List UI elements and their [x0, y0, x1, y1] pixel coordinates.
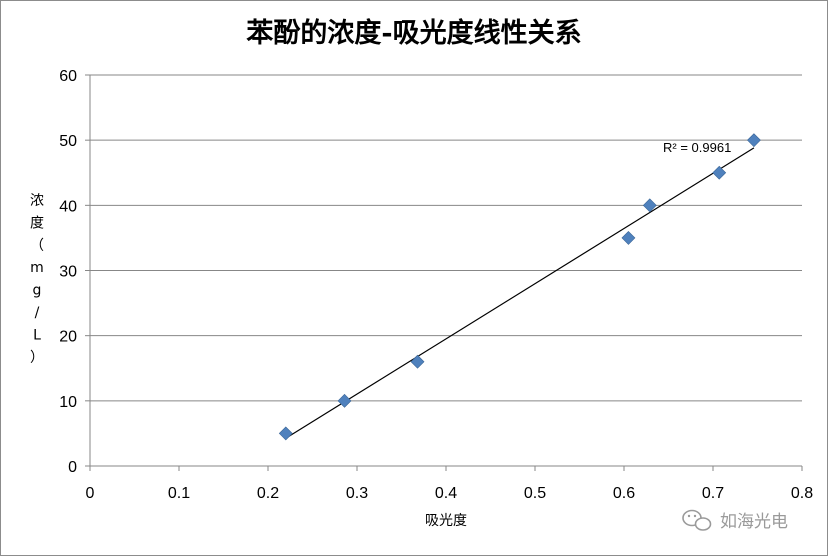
x-tick-label: 0.7 — [702, 485, 724, 502]
y-axis-label: 浓度 （ mg / L ） — [30, 193, 44, 366]
y-axis-label-char: 浓 — [30, 193, 44, 209]
y-axis-label-char: ） — [30, 350, 44, 366]
y-tick-labels: 0 10 20 30 40 50 60 — [59, 68, 77, 476]
y-axis-label-char: / — [35, 305, 40, 321]
y-axis-label-char: （ — [30, 238, 44, 254]
data-point — [337, 393, 352, 408]
y-axis-label-char: L — [33, 327, 41, 343]
trendline-layer — [285, 147, 755, 439]
x-tick-label: 0.6 — [613, 485, 635, 502]
data-point — [712, 165, 727, 180]
data-point — [621, 230, 636, 245]
chart-title: 苯酚的浓度-吸光度线性关系 — [245, 17, 581, 49]
data-point — [410, 354, 425, 369]
x-tick-labels: 0 0.1 0.2 0.3 0.4 0.5 0.6 0.7 0.8 — [86, 485, 814, 502]
y-tick-label: 20 — [59, 329, 77, 346]
data-point — [747, 133, 761, 148]
y-tick-label: 10 — [59, 394, 77, 411]
watermark-text: 如海光电 — [720, 512, 788, 532]
x-tick-label: 0.1 — [168, 485, 190, 502]
data-point — [278, 426, 293, 441]
y-axis-label-char: g — [33, 283, 42, 299]
y-tick-label: 40 — [59, 198, 77, 215]
y-tick-label: 30 — [59, 264, 77, 281]
trendline — [285, 147, 755, 439]
x-axis-label: 吸光度 — [425, 513, 467, 529]
x-tick-label: 0.2 — [257, 485, 279, 502]
data-point — [642, 198, 657, 213]
x-tick-label: 0.4 — [435, 485, 457, 502]
x-tick-label: 0.5 — [524, 485, 546, 502]
wechat-icon — [682, 509, 712, 531]
y-axis-label-char: 度 — [30, 215, 44, 231]
x-tick-label: 0 — [86, 485, 95, 502]
grid — [90, 74, 802, 402]
r-squared-label: R² = 0.9961 — [663, 140, 731, 155]
data-points — [278, 133, 761, 441]
axes — [85, 74, 803, 471]
x-tick-label: 0.8 — [791, 485, 813, 502]
y-tick-label: 50 — [59, 133, 77, 150]
y-tick-label: 60 — [59, 68, 77, 85]
y-tick-label: 0 — [68, 459, 77, 476]
y-axis-label-char: m — [30, 260, 44, 276]
x-tick-label: 0.3 — [346, 485, 368, 502]
watermark: 如海光电 — [682, 509, 788, 532]
